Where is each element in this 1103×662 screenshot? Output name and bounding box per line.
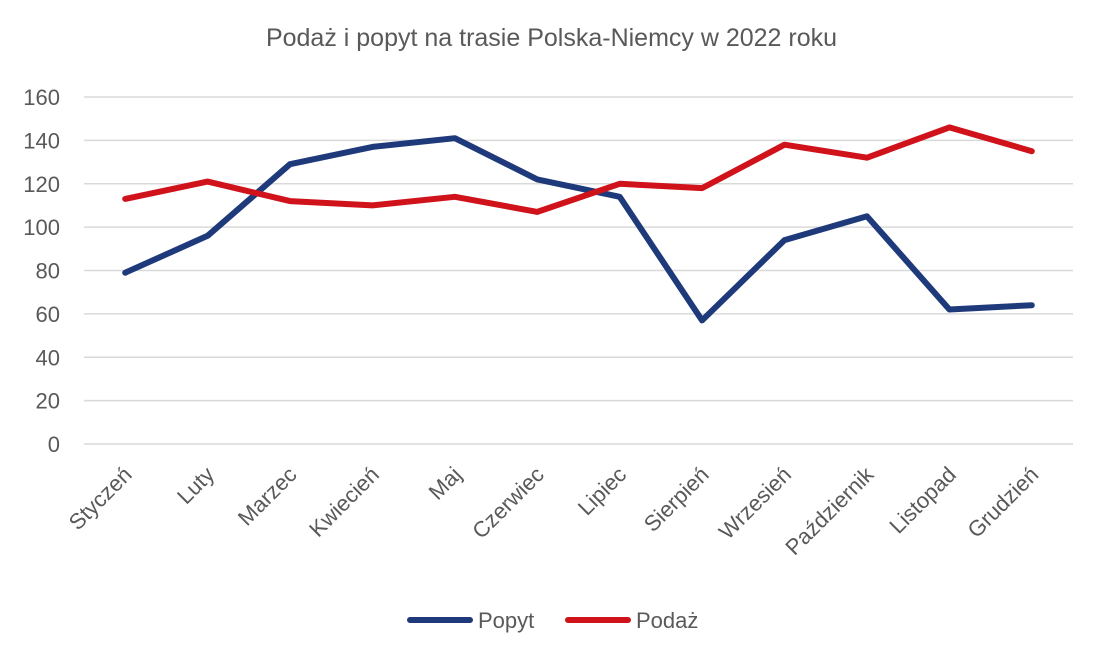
x-tick-label: Wrzesień xyxy=(714,462,796,544)
x-tick-label: Październik xyxy=(780,461,879,560)
y-tick-label: 160 xyxy=(23,85,60,110)
x-tick-label: Styczeń xyxy=(64,462,137,535)
x-tick-label: Grudzień xyxy=(963,462,1044,543)
x-tick-label: Czerwiec xyxy=(467,462,549,544)
y-tick-label: 120 xyxy=(23,172,60,197)
y-tick-label: 60 xyxy=(36,302,60,327)
y-tick-label: 100 xyxy=(23,215,60,240)
x-tick-label: Lipiec xyxy=(573,462,631,520)
x-tick-label: Listopad xyxy=(884,462,961,539)
series-line xyxy=(122,135,1035,324)
x-tick-label: Sierpień xyxy=(639,462,714,537)
x-tick-label: Maj xyxy=(424,462,467,505)
legend-label: Podaż xyxy=(636,608,698,633)
y-tick-label: 140 xyxy=(23,128,60,153)
y-tick-label: 0 xyxy=(48,432,60,457)
x-tick-label: Marzec xyxy=(233,462,302,531)
x-tick-label: Kwiecień xyxy=(304,462,384,542)
y-tick-label: 20 xyxy=(36,389,60,414)
legend-label: Popyt xyxy=(478,608,534,633)
x-tick-label: Luty xyxy=(172,462,219,509)
series-line xyxy=(122,124,1035,215)
y-tick-label: 40 xyxy=(36,345,60,370)
chart-title: Podaż i popyt na trasie Polska-Niemcy w … xyxy=(265,24,838,52)
y-tick-label: 80 xyxy=(36,259,60,284)
